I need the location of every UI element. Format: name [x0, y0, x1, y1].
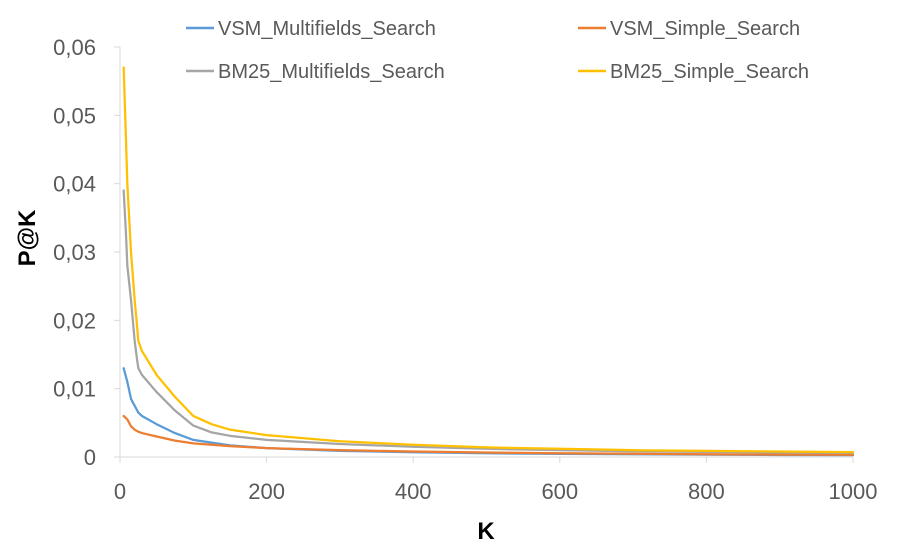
x-axis-title: K: [477, 518, 495, 545]
y-tick-label: 0,06: [53, 35, 96, 60]
x-tick-label: 400: [395, 479, 432, 504]
y-tick-label: 0: [84, 445, 96, 470]
series-line-vsm-simple-search: [122, 414, 855, 456]
legend-label-bm25-simple: BM25_Simple_Search: [610, 61, 809, 83]
x-tick-label: 800: [688, 479, 725, 504]
series-line-vsm-multifields-search: [122, 367, 855, 457]
x-tick-label: 600: [541, 479, 578, 504]
y-tick-label: 0,03: [53, 240, 96, 265]
x-tick-label: 0: [114, 479, 126, 504]
y-tick-label: 0,05: [53, 103, 96, 128]
y-tick-label: 0,04: [53, 172, 96, 197]
y-axis-title: P@K: [14, 209, 41, 266]
plot-area: 0 0,01 0,02 0,03 0,04 0,05 0,06 0 200 400 600 800 10…: [53, 35, 877, 504]
legend-label-vsm-multifields: VSM_Multifields_Search: [218, 18, 436, 40]
y-tick-label: 0,01: [53, 377, 96, 402]
x-tick-label: 1000: [829, 479, 878, 504]
series-line-bm25-simple-search: [122, 66, 855, 454]
y-tick-label: 0,02: [53, 308, 96, 333]
series-line-bm25-multifields-search: [122, 189, 855, 455]
legend-label-bm25-multifields: BM25_Multifields_Search: [218, 61, 445, 83]
legend-label-vsm-simple: VSM_Simple_Search: [610, 18, 800, 40]
x-tick-label: 200: [248, 479, 285, 504]
legend: VSM_Multifields_Search VSM_Simple_Search…: [186, 18, 809, 83]
